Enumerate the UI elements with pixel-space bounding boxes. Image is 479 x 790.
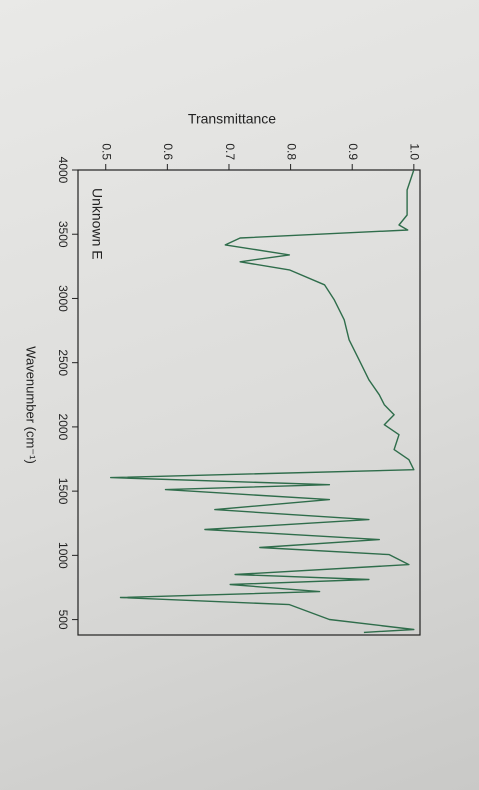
x-tick-label: 500 xyxy=(56,610,70,630)
x-tick-label: 3000 xyxy=(56,285,70,312)
x-tick-label: 2500 xyxy=(56,349,70,376)
y-tick-label: 0.5 xyxy=(100,143,114,160)
x-tick-label: 1000 xyxy=(56,542,70,569)
y-tick-label: 0.8 xyxy=(284,143,298,160)
y-tick-label: 1.0 xyxy=(408,143,422,160)
y-tick-label: 0.6 xyxy=(161,143,175,160)
x-tick-label: 1500 xyxy=(56,478,70,505)
x-tick-label: 2000 xyxy=(56,414,70,441)
annotation: Unknown E xyxy=(89,188,105,260)
x-tick-label: 4000 xyxy=(56,157,70,184)
spectrum-line xyxy=(110,169,415,634)
y-tick-label: 0.7 xyxy=(223,143,237,160)
y-axis-label: Transmittance xyxy=(188,111,276,127)
y-tick-label: 0.9 xyxy=(346,143,360,160)
x-tick-label: 3500 xyxy=(56,221,70,248)
plot-frame xyxy=(77,169,421,636)
x-axis-label: Wavenumber (cm⁻¹) xyxy=(24,346,39,464)
